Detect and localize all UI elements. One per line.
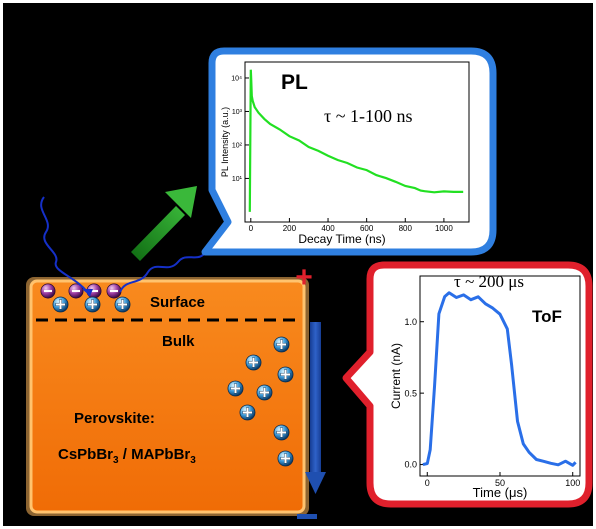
emission-arrow [131,186,197,261]
plus-electrode-sign: + [295,261,313,294]
pl-y-axis-label: PL Intensity (a.u.) [220,107,230,177]
tof-y-axis: 0.0 0.5 1.0 [404,317,424,470]
hole-icon [227,380,244,397]
y-tick-label: 10⁴ [231,75,242,82]
pl-y-axis: 10¹ 10² 10³ 10⁴ [231,75,249,183]
hole-icon [277,366,294,383]
x-tick-label: 600 [360,224,374,233]
transport-arrow [305,322,326,494]
slab-body [29,279,306,514]
hole-icon [273,336,290,353]
tof-lifetime: τ ~ 200 μs [454,272,524,291]
composition-label: CsPbBr3 / MAPbBr3 [58,446,196,466]
bulk-label: Bulk [162,333,195,350]
pl-plot-area [244,61,470,223]
hole-icon [84,296,101,313]
tof-y-axis-label: Current (nA) [389,343,403,409]
pl-title: PL [281,71,308,94]
y-tick-label: 1.0 [404,317,417,327]
pl-x-axis: 0 200 400 600 800 1000 [249,218,453,233]
x-tick-label: 50 [495,478,505,488]
y-tick-label: 10³ [232,109,243,116]
emission-arrow-head [165,186,197,218]
x-tick-label: 800 [399,224,413,233]
x-tick-label: 1000 [435,224,453,233]
electron-icon [40,283,56,299]
photon-wave-in [40,196,91,297]
pl-callout-frame [201,47,497,256]
y-tick-label: 0.5 [404,388,417,398]
x-tick-label: 0 [425,478,430,488]
x-tick-label: 400 [321,224,335,233]
x-tick-label: 200 [283,224,297,233]
perovskite-slab: Surface Bulk Perovskite: CsPbBr3 / MAPbB… [26,277,309,516]
electron-icon [106,283,122,299]
pl-lifetime: τ ~ 1-100 ns [324,106,412,126]
emission-arrow-shaft [131,206,185,261]
minus-electrode-sign [297,514,317,519]
hole-icon [256,384,273,401]
transport-arrow-head [305,472,326,494]
hole-icon [277,450,294,467]
x-tick-label: 0 [249,224,254,233]
y-tick-label: 10¹ [232,176,243,183]
pl-panel: PL τ ~ 1-100 ns 0 200 400 600 800 1000 10¹ 10²… [201,47,497,256]
hole-icon [114,296,131,313]
y-tick-label: 0.0 [404,460,417,470]
transport-arrow-shaft [310,322,321,474]
tof-current-curve [422,291,577,467]
photon-arrowhead [82,289,93,296]
hole-icon [239,404,256,421]
tof-callout-frame [342,261,593,508]
hole-icon [52,296,69,313]
photon-wave-out [119,253,205,293]
x-tick-label: 100 [565,478,580,488]
perovskite-label: Perovskite: [74,410,155,427]
hole-icon [245,354,262,371]
y-tick-label: 10² [232,142,243,149]
tof-panel: τ ~ 200 μs ToF 0 50 100 0.0 0.5 1.0 Time (μs… [342,261,593,508]
surface-label: Surface [150,294,205,311]
tof-title: ToF [532,307,562,326]
pl-x-axis-label: Decay Time (ns) [298,232,385,246]
hole-icon [273,424,290,441]
pl-decay-curve [248,69,464,212]
tof-x-axis: 0 50 100 [425,472,580,488]
tof-x-axis-label: Time (μs) [473,485,528,500]
